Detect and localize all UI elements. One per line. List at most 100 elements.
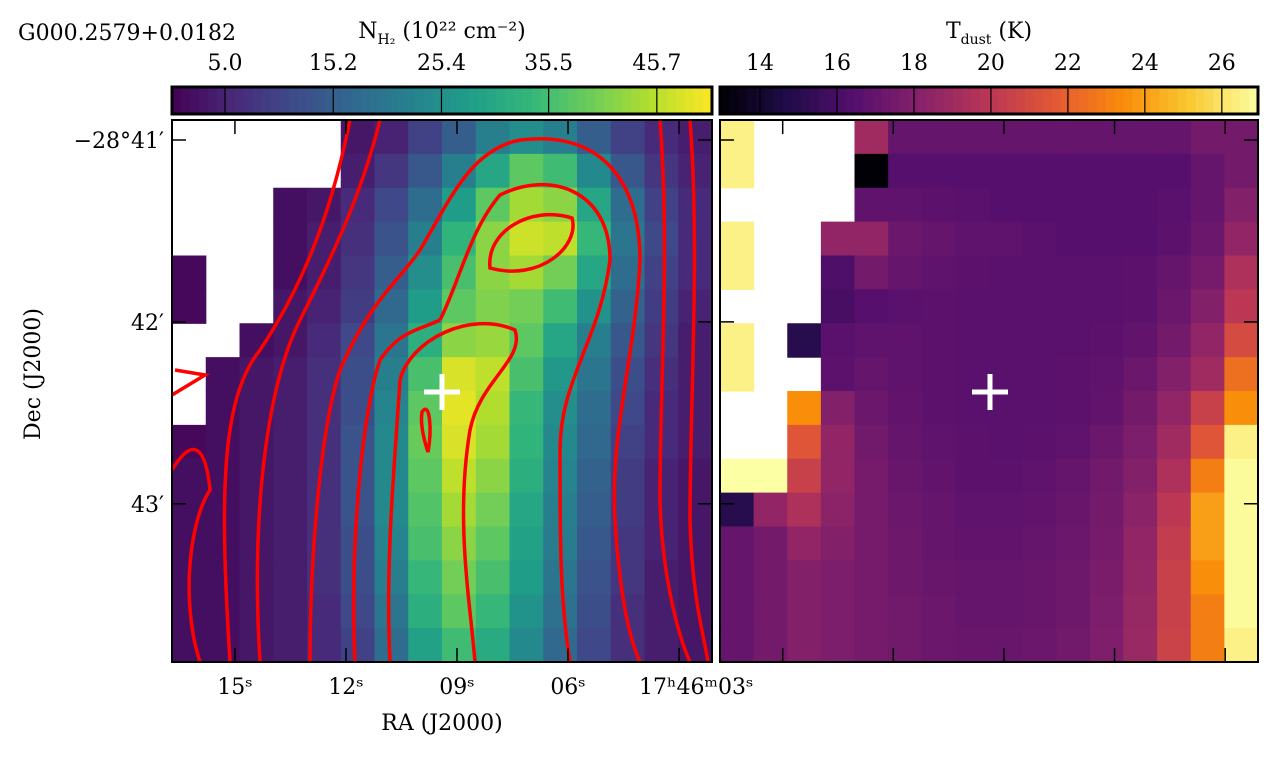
cell — [753, 560, 788, 595]
cell — [374, 594, 409, 629]
cell — [989, 289, 1024, 324]
colorbar-segment — [926, 87, 936, 114]
cell — [273, 221, 308, 257]
cell — [854, 120, 889, 155]
cell — [1022, 120, 1057, 155]
cell — [820, 289, 856, 324]
cell — [854, 492, 889, 528]
colorbar-tick-label: 22 — [1054, 51, 1082, 76]
cell — [1089, 323, 1125, 358]
cell — [888, 153, 923, 189]
colorbar-segment — [836, 87, 847, 114]
cell — [1056, 221, 1091, 257]
cell — [1022, 323, 1057, 358]
cell — [374, 323, 409, 358]
cell — [1157, 424, 1192, 460]
cell — [1190, 492, 1225, 528]
cell — [1123, 458, 1158, 494]
cell — [644, 187, 679, 223]
cell — [273, 424, 308, 460]
cell — [1157, 458, 1192, 494]
cell — [475, 492, 511, 528]
colorbar-tick-label: 26 — [1208, 51, 1236, 76]
colorbar-segment — [997, 87, 1008, 114]
cell — [720, 458, 755, 494]
colorbar-segment — [379, 87, 389, 114]
cell — [955, 424, 990, 460]
cell — [475, 289, 511, 324]
cell — [921, 357, 956, 392]
colorbar-segment — [667, 87, 677, 114]
colorbar-segment — [1060, 87, 1071, 114]
cell — [1190, 424, 1225, 460]
cell — [1089, 560, 1125, 595]
label-sub: H₂ — [378, 32, 396, 48]
cell — [1089, 594, 1125, 629]
colorbar-segment — [962, 87, 972, 114]
cell — [1123, 153, 1158, 189]
cell — [888, 289, 923, 324]
colorbar-segment — [1168, 87, 1178, 114]
colorbar-segment — [1213, 87, 1223, 114]
colorbar-segment — [478, 87, 488, 114]
cell — [1089, 153, 1125, 189]
x-tick-label: 17ʰ46ᵐ03ˢ — [639, 675, 753, 700]
cell — [408, 120, 443, 155]
colorbar-tick-label: 20 — [977, 51, 1005, 76]
cell — [1089, 120, 1125, 155]
cell — [172, 255, 207, 290]
cell — [475, 120, 511, 155]
colorbar-segment — [728, 87, 739, 114]
cell — [475, 628, 511, 663]
cell — [1022, 594, 1057, 629]
cell — [1056, 323, 1091, 358]
cell — [1157, 560, 1192, 595]
cell — [543, 153, 578, 189]
cell — [888, 221, 923, 257]
colorbar-segment — [1069, 87, 1080, 114]
cell — [820, 221, 856, 257]
cell — [854, 187, 889, 223]
colorbar-segment — [1105, 87, 1116, 114]
cell — [205, 594, 241, 629]
cell — [1089, 526, 1125, 561]
cell — [678, 526, 713, 561]
cell — [1056, 560, 1091, 595]
cell — [307, 458, 342, 494]
cell — [820, 391, 856, 426]
x-tick-label: 06ˢ — [550, 675, 585, 700]
cell — [921, 526, 956, 561]
cell — [172, 628, 207, 663]
cell — [955, 526, 990, 561]
cell — [955, 560, 990, 595]
colorbar-segment — [595, 87, 605, 114]
cell — [921, 289, 956, 324]
cell — [509, 424, 544, 460]
colorbar-segment — [496, 87, 506, 114]
cell — [408, 628, 443, 663]
colorbar-segment — [190, 87, 200, 114]
cell — [1089, 187, 1125, 223]
cell — [475, 424, 511, 460]
cell — [509, 492, 544, 528]
colorbar-segment — [406, 87, 416, 114]
cell — [820, 628, 856, 663]
colorbar-segment — [800, 87, 811, 114]
cell — [989, 357, 1024, 392]
cell — [577, 526, 612, 561]
cell — [854, 594, 889, 629]
cell — [1123, 424, 1158, 460]
colorbar-label: Tdust (K) — [946, 19, 1032, 48]
cell — [955, 594, 990, 629]
cell — [854, 560, 889, 595]
cell — [1056, 492, 1091, 528]
cell — [1157, 120, 1192, 155]
cell — [374, 628, 409, 663]
cell — [888, 458, 923, 494]
cell — [921, 153, 956, 189]
cell — [989, 323, 1024, 358]
cell — [1224, 560, 1259, 595]
colorbar-segment — [226, 87, 236, 114]
colorbar-segment — [854, 87, 865, 114]
cell — [340, 221, 376, 257]
